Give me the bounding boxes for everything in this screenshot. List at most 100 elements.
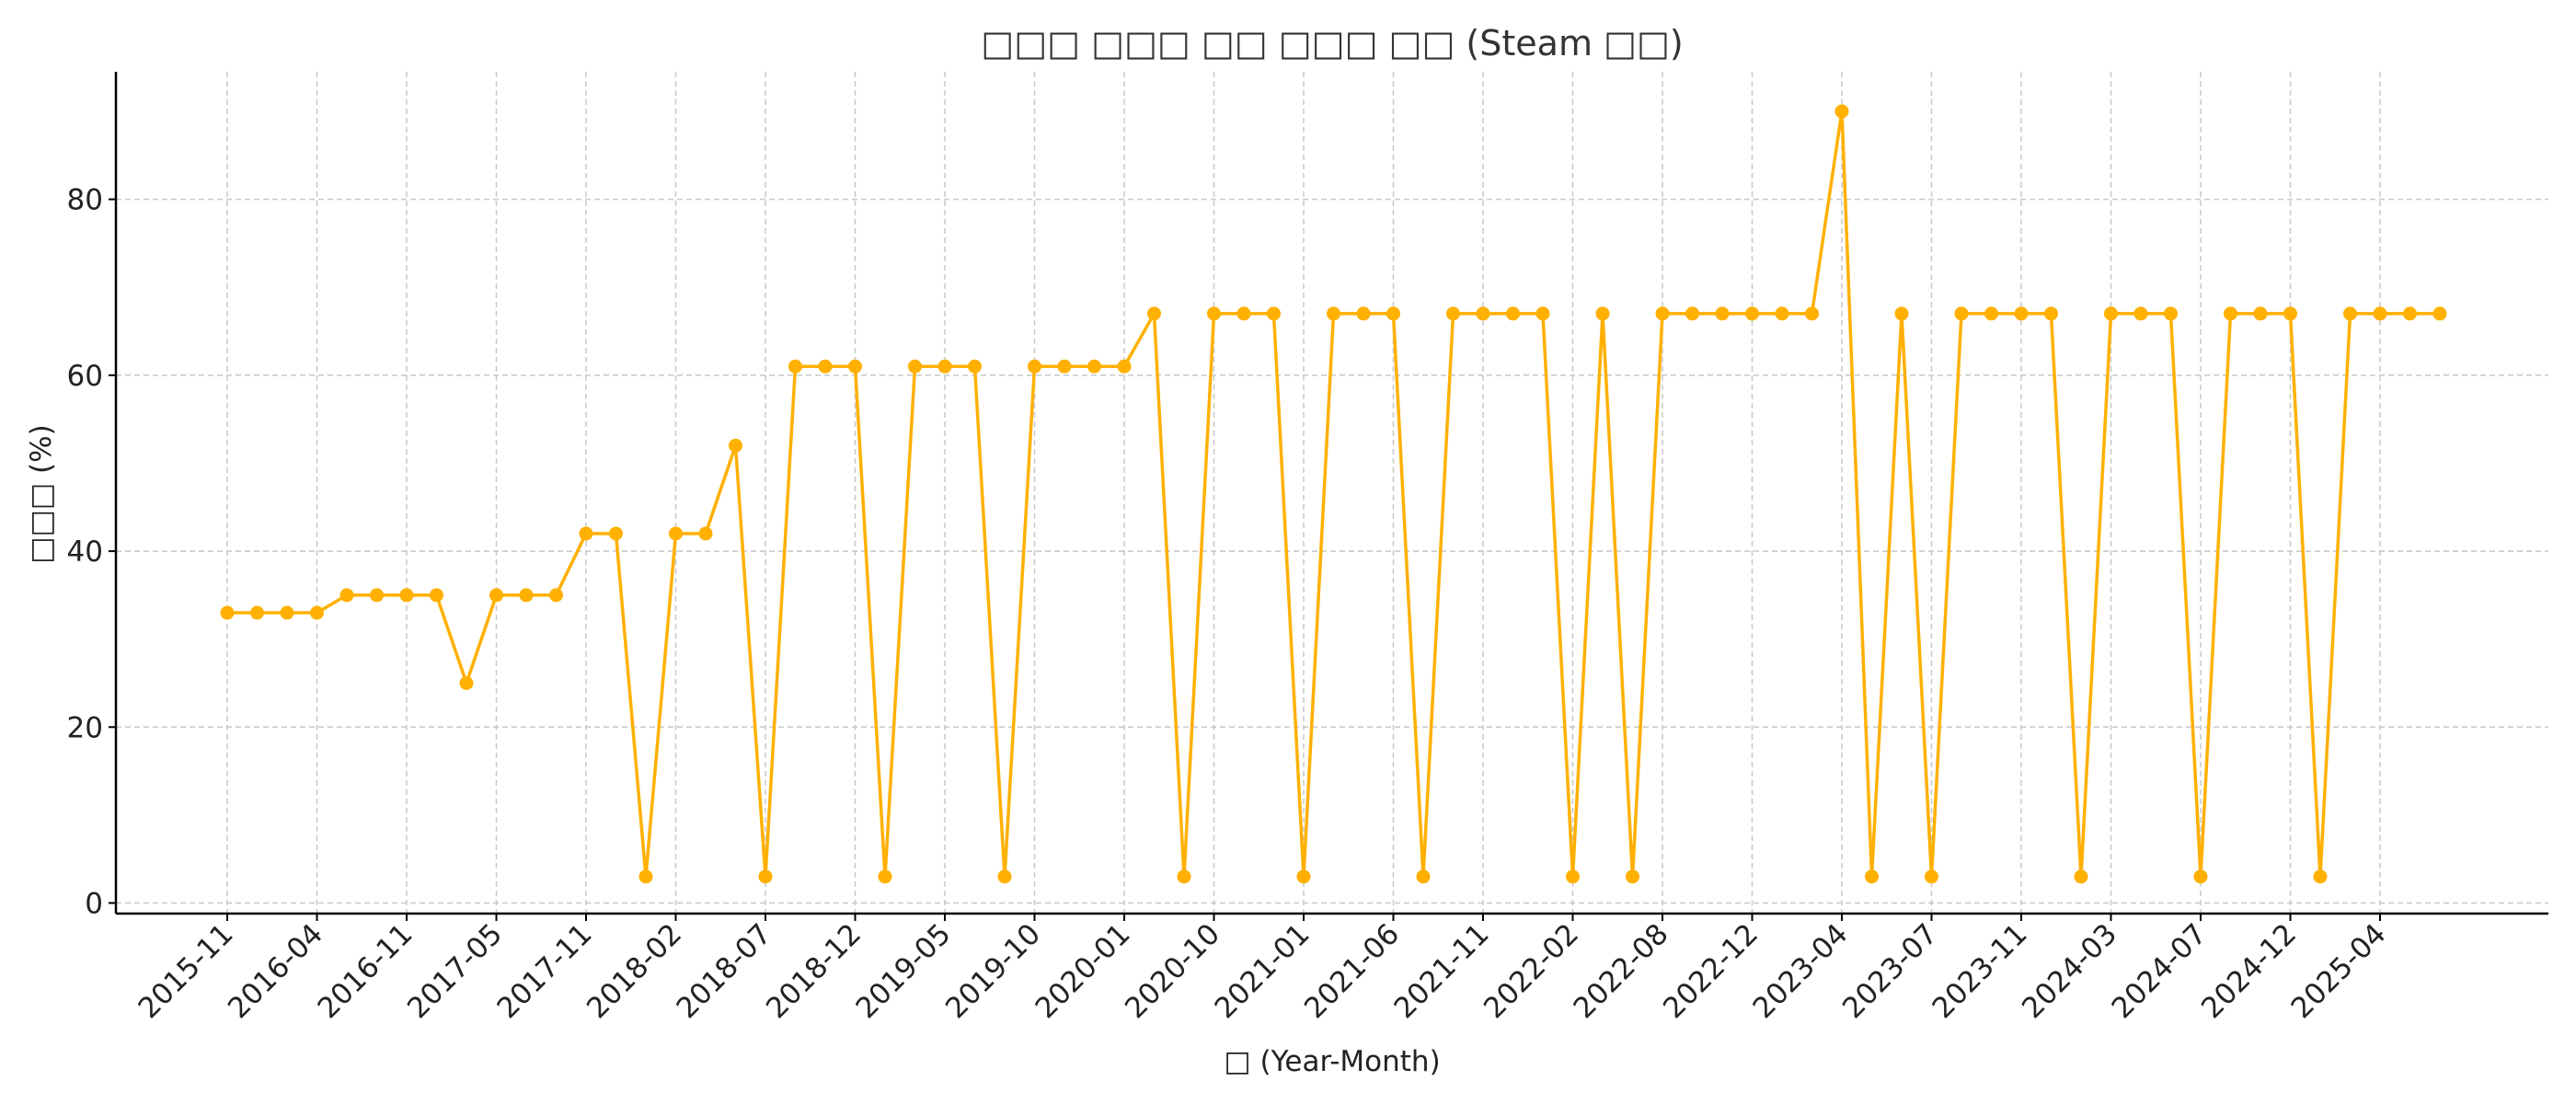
y-axis-label: □□□ (%)	[25, 424, 58, 563]
x-tick-label: 2015-11	[132, 917, 240, 1025]
data-point	[2044, 306, 2058, 321]
data-point	[997, 869, 1012, 884]
axes	[114, 72, 2548, 915]
x-tick-label: 2023-07	[1836, 917, 1944, 1025]
x-tick-label: 2018-07	[671, 917, 778, 1025]
data-point	[2193, 869, 2208, 884]
x-tick-label: 2021-11	[1388, 917, 1496, 1025]
y-axis-ticks: 0 20 40 60 80	[67, 184, 116, 921]
data-point	[848, 359, 862, 374]
data-point	[1506, 306, 1520, 321]
data-point	[1745, 306, 1759, 321]
data-point	[489, 588, 503, 603]
data-point	[1296, 869, 1311, 884]
data-point	[1925, 869, 1938, 884]
data-points	[220, 104, 2447, 884]
data-point	[1655, 306, 1670, 321]
data-point	[250, 605, 264, 620]
series-line	[227, 109, 2440, 879]
x-tick-label: 2025-04	[2285, 917, 2393, 1025]
data-point	[549, 588, 563, 603]
data-point	[1715, 306, 1730, 321]
x-tick-label: 2020-01	[1029, 917, 1137, 1025]
data-point	[2343, 306, 2357, 321]
data-point	[280, 605, 294, 620]
x-tick-label: 2023-11	[1926, 917, 2034, 1025]
x-tick-label: 2024-07	[2106, 917, 2214, 1025]
x-tick-label: 2017-05	[401, 917, 509, 1025]
data-point	[1446, 306, 1460, 321]
data-point	[2403, 306, 2417, 321]
x-tick-label: 2018-12	[760, 917, 868, 1025]
x-axis-label: □ (Year-Month)	[1224, 1045, 1440, 1078]
data-point	[1535, 306, 1550, 321]
x-tick-label: 2016-11	[312, 917, 420, 1025]
data-point	[1177, 869, 1191, 884]
data-point	[968, 359, 982, 374]
data-point	[1834, 104, 1849, 119]
y-tick-label: 20	[67, 711, 103, 744]
data-point	[1476, 306, 1490, 321]
data-point	[1267, 306, 1281, 321]
data-point	[519, 588, 534, 603]
data-point	[1057, 359, 1072, 374]
x-tick-label: 2017-11	[491, 917, 599, 1025]
data-point	[729, 438, 742, 453]
chart-title: □□□ □□□ □□ □□□ □□ (Steam □□)	[981, 23, 1683, 63]
x-tick-label: 2021-06	[1298, 917, 1406, 1025]
data-point	[2014, 306, 2029, 321]
x-tick-label: 2021-01	[1209, 917, 1317, 1025]
x-tick-label: 2022-08	[1568, 917, 1675, 1025]
data-point	[2313, 869, 2328, 884]
data-point	[430, 588, 443, 603]
y-tick-label: 40	[67, 535, 103, 569]
data-point	[1147, 306, 1161, 321]
data-point	[1327, 306, 1340, 321]
data-point	[1685, 306, 1699, 321]
y-tick-label: 60	[67, 360, 103, 393]
data-point	[1416, 869, 1431, 884]
data-point	[1865, 869, 1879, 884]
y-tick-label: 80	[67, 184, 103, 217]
data-point	[2074, 869, 2088, 884]
data-point	[1894, 306, 1909, 321]
data-point	[1386, 306, 1400, 321]
x-tick-label: 2024-03	[2016, 917, 2123, 1025]
data-point	[2224, 306, 2237, 321]
data-point	[2283, 306, 2297, 321]
data-point	[1954, 306, 1969, 321]
data-point	[908, 359, 922, 374]
x-tick-label: 2016-04	[222, 917, 329, 1025]
data-point	[609, 526, 623, 541]
x-tick-label: 2022-02	[1478, 917, 1585, 1025]
data-point	[310, 605, 324, 620]
data-point	[788, 359, 802, 374]
x-tick-label: 2023-04	[1747, 917, 1855, 1025]
data-point	[339, 588, 354, 603]
data-point	[370, 588, 384, 603]
data-point	[878, 869, 892, 884]
x-tick-label: 2019-05	[850, 917, 958, 1025]
data-point	[638, 869, 653, 884]
data-point	[1566, 869, 1580, 884]
data-point	[2104, 306, 2118, 321]
data-point	[758, 869, 773, 884]
data-point	[1775, 306, 1789, 321]
data-point	[1356, 306, 1371, 321]
data-point	[1028, 359, 1041, 374]
data-point	[1984, 306, 1998, 321]
y-tick-label: 0	[85, 888, 103, 921]
x-tick-label: 2024-12	[2195, 917, 2303, 1025]
data-point	[1087, 359, 1101, 374]
data-point	[818, 359, 833, 374]
data-point	[1805, 306, 1819, 321]
data-point	[2432, 306, 2447, 321]
data-point	[1595, 306, 1610, 321]
data-point	[579, 526, 593, 541]
grid	[116, 72, 2548, 914]
data-point	[698, 526, 713, 541]
data-point	[669, 526, 683, 541]
x-tick-label: 2022-12	[1657, 917, 1765, 1025]
data-point	[1207, 306, 1221, 321]
data-point	[1117, 359, 1132, 374]
